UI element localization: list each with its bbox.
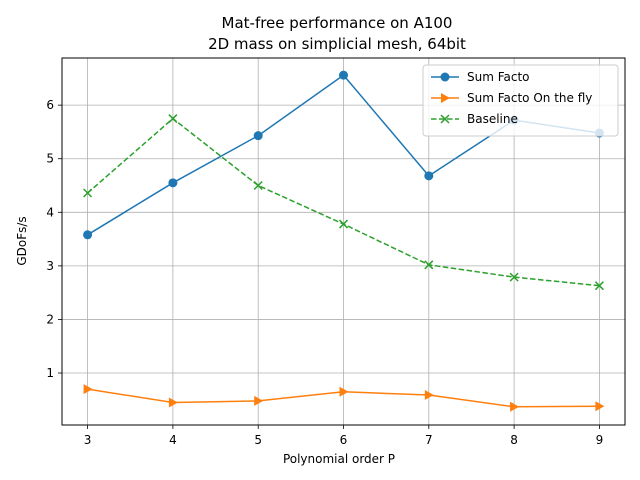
y-axis-label: GDoFs/s (15, 216, 29, 265)
x-tick-label: 4 (169, 433, 177, 447)
data-point-stroke (168, 114, 178, 124)
data-point-stroke (424, 260, 434, 270)
y-tick-label: 5 (46, 152, 54, 166)
data-point (168, 178, 178, 188)
y-tick-label: 6 (46, 98, 54, 112)
legend-marker-stroke (440, 114, 450, 124)
legend-label: Sum Facto On the fly (467, 91, 592, 105)
legend-entry: Sum Facto (431, 70, 530, 84)
data-point (83, 230, 93, 240)
x-axis-ticks: 3 4 5 6 7 8 9 (84, 425, 603, 447)
legend-entry: Baseline (431, 112, 518, 126)
data-point-stroke (83, 188, 93, 198)
data-point-stroke (253, 180, 263, 191)
x-tick-label: 9 (596, 433, 604, 447)
y-tick-label: 2 (46, 312, 54, 326)
legend: Sum Facto Sum Facto On the fly Baseline (422, 64, 619, 137)
data-point-stroke (594, 281, 604, 291)
data-point (339, 70, 348, 80)
x-tick-label: 5 (254, 433, 262, 447)
data-point (168, 397, 178, 408)
y-axis-ticks: 1 2 3 4 5 6 (46, 98, 62, 380)
data-point (424, 260, 434, 270)
data-point (253, 180, 263, 191)
x-tick-label: 8 (510, 433, 518, 447)
data-point (595, 401, 605, 412)
data-point (338, 219, 349, 229)
data-point-stroke (338, 219, 349, 229)
data-point (254, 395, 264, 406)
legend-marker (440, 114, 450, 124)
y-tick-label: 1 (46, 366, 54, 380)
data-point (83, 384, 93, 395)
legend-marker (441, 93, 450, 103)
legend-entry: Sum Facto On the fly (431, 91, 592, 105)
data-point (510, 401, 520, 412)
legend-marker (440, 72, 450, 82)
data-point (594, 281, 604, 291)
data-point-stroke (509, 272, 519, 282)
chart-subtitle: 2D mass on simplicial mesh, 64bit (208, 35, 466, 53)
plot-frame (61, 57, 626, 426)
data-point (168, 114, 178, 124)
x-tick-label: 3 (84, 433, 92, 447)
data-point (253, 131, 263, 141)
x-tick-label: 7 (425, 433, 433, 447)
data-point (83, 188, 93, 198)
data-point (509, 272, 519, 282)
x-axis-label: Polynomial order P (283, 452, 395, 466)
data-point (424, 389, 434, 400)
data-point (424, 171, 434, 181)
y-tick-label: 3 (46, 259, 54, 273)
series-sum-facto-on-the-fly (83, 384, 605, 412)
series-baseline (83, 114, 604, 291)
chart-title: Mat-free performance on A100 (222, 14, 453, 32)
legend-label: Baseline (467, 112, 518, 126)
data-point (339, 386, 349, 397)
x-tick-label: 6 (340, 433, 348, 447)
legend-box (422, 64, 619, 137)
legend-label: Sum Facto (467, 70, 530, 84)
y-tick-label: 4 (46, 205, 54, 219)
